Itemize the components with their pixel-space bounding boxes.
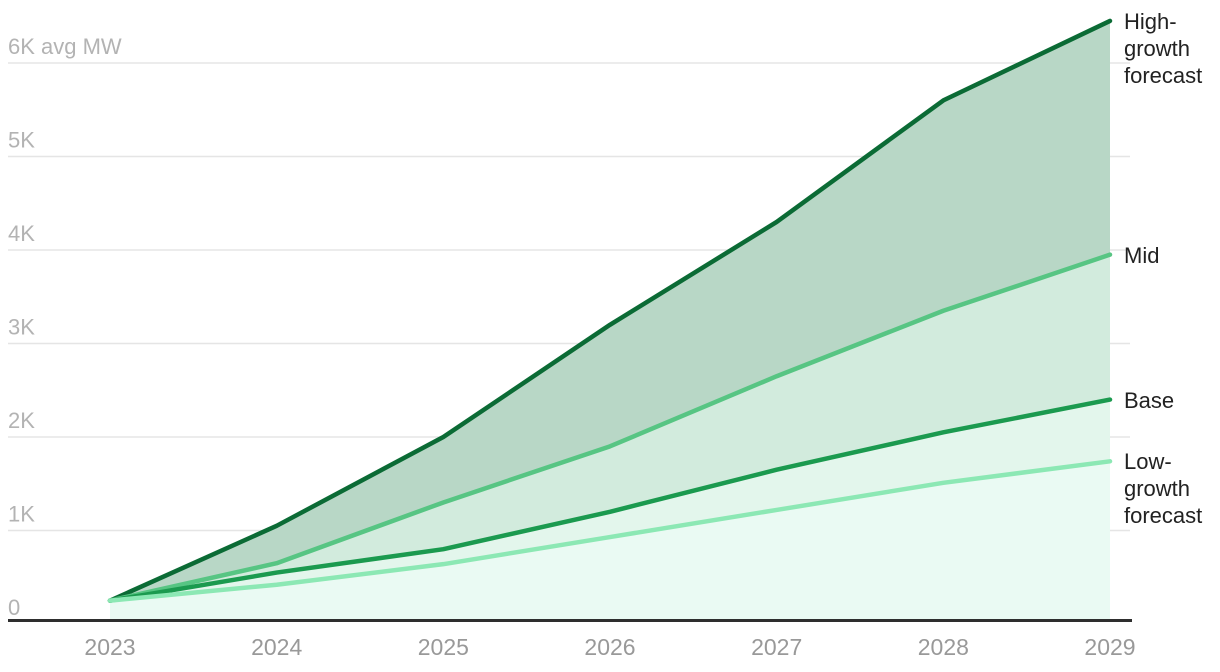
- series-line-low-growth-forecast: [107, 459, 1113, 603]
- series-line-mid: [107, 252, 1113, 603]
- y-tick-label-1k: 1K: [8, 502, 35, 527]
- y-tick-label-0: 0: [8, 595, 20, 620]
- area-band-1: [110, 20, 1110, 601]
- series-line-high-growth-forecast: [107, 18, 1113, 603]
- series-label-high-growth-forecast: High-growth forecast: [1124, 8, 1203, 88]
- x-tick-label-2025: 2025: [418, 634, 469, 660]
- series-label-base: Base: [1124, 387, 1175, 413]
- series-line-base: [107, 397, 1113, 603]
- x-tick-label-2023: 2023: [84, 634, 135, 660]
- y-tick-label-5k: 5K: [8, 128, 35, 153]
- y-tick-label-2k: 2K: [8, 408, 35, 433]
- area-band-4: [110, 461, 1110, 620]
- y-tick-label-4k: 4K: [8, 221, 35, 246]
- x-tick-label-2024: 2024: [251, 634, 302, 660]
- x-tick-label-2029: 2029: [1084, 634, 1135, 660]
- x-tick-label-2027: 2027: [751, 634, 802, 660]
- y-tick-label-3k: 3K: [8, 315, 35, 340]
- x-tick-label-2028: 2028: [918, 634, 969, 660]
- x-tick-label-2026: 2026: [584, 634, 635, 660]
- y-tick-label-6k: 6K avg MW: [8, 34, 122, 59]
- series-label-low-growth-forecast: Low-growth forecast: [1124, 449, 1203, 529]
- series-label-mid: Mid: [1124, 242, 1160, 268]
